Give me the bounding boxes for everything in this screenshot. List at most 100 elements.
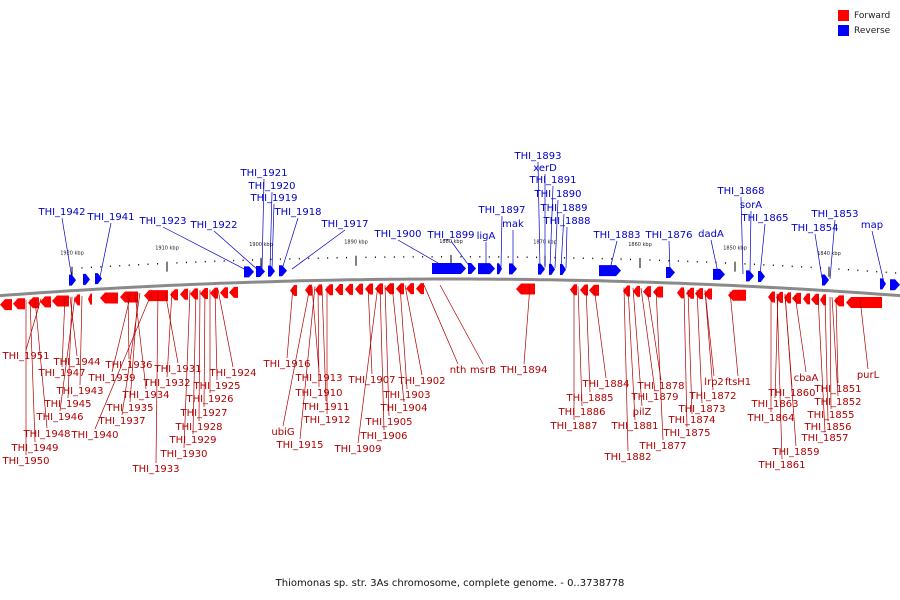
gene-label: THI_1915 [275, 440, 323, 451]
forward-gene-arrow [811, 293, 819, 305]
label-leader [198, 290, 201, 422]
minor-tick [554, 256, 556, 259]
label-leader [183, 290, 191, 449]
gene-label: THI_1872 [688, 391, 736, 402]
gene-label: cbaA [794, 373, 819, 384]
minor-tick [90, 266, 92, 269]
legend-item-forward: Forward [838, 8, 890, 23]
gene-label: THI_1921 [239, 168, 287, 179]
gene-label: xerD [533, 163, 557, 174]
minor-tick [847, 268, 849, 271]
gene-label: THI_1860 [767, 388, 815, 399]
reverse-gene-arrow [83, 273, 90, 285]
gene-label: THI_1874 [667, 415, 715, 426]
reverse-gene-arrow [432, 263, 466, 275]
gene-label: THI_1927 [179, 408, 227, 419]
gene-label: THI_1926 [185, 394, 233, 405]
label-leader [391, 285, 405, 403]
gene-label: ftsH1 [725, 377, 751, 388]
minor-tick [601, 257, 603, 260]
minor-tick [157, 263, 159, 265]
gene-label: THI_1902 [397, 376, 445, 387]
label-leader [29, 299, 36, 443]
gene-label: THI_1887 [549, 421, 597, 432]
minor-tick [185, 261, 187, 264]
minor-tick [744, 263, 746, 265]
label-leader [776, 293, 783, 460]
label-leader [213, 230, 259, 271]
minor-tick [176, 262, 178, 264]
label-leader [759, 223, 766, 275]
gene-label: THI_1890 [533, 189, 581, 200]
forward-gene-arrow [74, 294, 80, 306]
reverse-gene-arrow [497, 263, 502, 275]
gene-label: THI_1851 [813, 384, 861, 395]
label-leader [69, 296, 78, 357]
gene-label: THI_1897 [477, 205, 525, 216]
gene-labels: THI_1942 THI_1941 THI_1923 THI_1922 THI_1921… [1, 151, 883, 475]
gene-label: THI_1864 [746, 413, 794, 424]
gene-label: THI_1910 [294, 388, 342, 399]
label-leader [794, 294, 807, 373]
forward-gene-arrow [100, 292, 118, 304]
reverse-gene-arrow [880, 278, 886, 290]
minor-tick [725, 262, 727, 264]
label-leader [79, 296, 83, 386]
label-leader [311, 286, 320, 373]
label-leader [500, 215, 503, 268]
label-leader [397, 239, 446, 268]
gene-label: THI_1944 [52, 357, 100, 368]
reverse-gene-arrow [890, 279, 900, 291]
minor-tick [536, 256, 538, 259]
minor-tick [204, 260, 206, 263]
gene-label: THI_1886 [557, 407, 605, 418]
legend-label-forward: Forward [854, 10, 891, 21]
minor-tick [431, 256, 433, 258]
gene-label: THI_1868 [716, 186, 764, 197]
minor-tick [403, 256, 405, 258]
label-leader [859, 298, 869, 370]
gene-label: THI_1920 [247, 181, 295, 192]
label-leader [835, 297, 839, 384]
forward-gene-arrow [375, 283, 383, 295]
forward-gene-arrow [803, 293, 810, 305]
gene-label: THI_1939 [87, 373, 135, 384]
gene-label: THI_1906 [359, 431, 407, 442]
gene-label: THI_1919 [249, 193, 297, 204]
gene-label: THI_1907 [347, 375, 395, 386]
forward-gene-arrow [345, 283, 353, 295]
forward-gene-arrow [220, 287, 228, 299]
label-leader [162, 226, 248, 271]
reverse-gene-arrow [549, 263, 555, 275]
gene-label: THI_1876 [644, 230, 692, 241]
gene-label: THI_1929 [168, 435, 216, 446]
label-leader [281, 217, 299, 270]
reverse-gene-arrow [560, 264, 566, 276]
forward-gene-arrow [120, 291, 138, 303]
forward-gene-arrow [210, 287, 218, 299]
label-leader [740, 196, 744, 275]
legend-item-reverse: Reverse [838, 23, 890, 38]
minor-tick [308, 257, 310, 260]
label-leader [627, 287, 636, 421]
reverse-swatch [838, 25, 849, 36]
label-leader [192, 290, 197, 435]
label-leader [683, 289, 688, 428]
forward-gene-arrow [325, 284, 333, 296]
reverse-gene-arrow [538, 263, 545, 275]
gene-label: dadA [698, 229, 724, 240]
gene-label: THI_1935 [105, 403, 153, 414]
reverse-gene-arrow [746, 270, 754, 282]
forward-gene-arrow [643, 286, 651, 298]
label-leader [523, 285, 531, 365]
minor-tick [696, 260, 698, 263]
forward-gene-arrow [516, 283, 535, 295]
label-leader [164, 291, 179, 364]
forward-gene-arrow [290, 285, 297, 297]
forward-gene-arrow [335, 284, 343, 296]
gene-label: THI_1948 [22, 429, 70, 440]
minor-tick [706, 261, 708, 263]
gene-label: THI_1947 [37, 368, 85, 379]
genome-caption: Thiomonas sp. str. 3As chromosome, compl… [275, 578, 625, 589]
gene-label: THI_1941 [86, 212, 134, 223]
